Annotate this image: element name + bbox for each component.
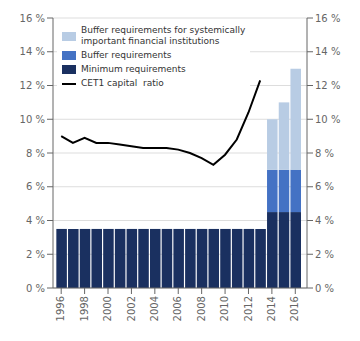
html-text:Minimum requirements: Minimum requirements (81, 64, 186, 74)
svg-text:14 %: 14 % (20, 46, 45, 57)
svg-text:16 %: 16 % (20, 13, 45, 24)
svg-text:0 %: 0 % (26, 283, 45, 294)
svg-text:8 %: 8 % (26, 148, 45, 159)
svg-text:1996: 1996 (55, 296, 66, 321)
svg-text:2008: 2008 (196, 296, 207, 321)
svg-text:2002: 2002 (126, 296, 137, 321)
svg-text:2016: 2016 (289, 296, 300, 321)
svg-text:4 %: 4 % (26, 215, 45, 226)
svg-text:1998: 1998 (79, 296, 90, 321)
svg-text:2012: 2012 (243, 296, 254, 321)
html-text:Buffer requirements for system: Buffer requirements for systemically imp… (81, 25, 246, 46)
svg-text:16 %: 16 % (315, 13, 340, 24)
svg-text:2010: 2010 (219, 296, 230, 321)
svg-text:6 %: 6 % (315, 181, 334, 192)
svg-text:2 %: 2 % (26, 249, 45, 260)
svg-text:4 %: 4 % (315, 215, 334, 226)
svg-text:2006: 2006 (172, 296, 183, 321)
svg-text:2004: 2004 (149, 296, 160, 321)
svg-text:6 %: 6 % (26, 181, 45, 192)
svg-text:8 %: 8 % (315, 148, 334, 159)
html-text:Buffer requirements: Buffer requirements (81, 50, 172, 60)
svg-text:2000: 2000 (102, 296, 113, 321)
svg-text:2014: 2014 (266, 296, 277, 321)
svg-text:14 %: 14 % (315, 46, 340, 57)
svg-text:10 %: 10 % (20, 114, 45, 125)
svg-text:2 %: 2 % (315, 249, 334, 260)
svg-text:12 %: 12 % (20, 80, 45, 91)
svg-text:10 %: 10 % (315, 114, 340, 125)
svg-text:0 %: 0 % (315, 283, 334, 294)
svg-text:12 %: 12 % (315, 80, 340, 91)
html-text:CET1 capital ratio: CET1 capital ratio (81, 78, 164, 88)
